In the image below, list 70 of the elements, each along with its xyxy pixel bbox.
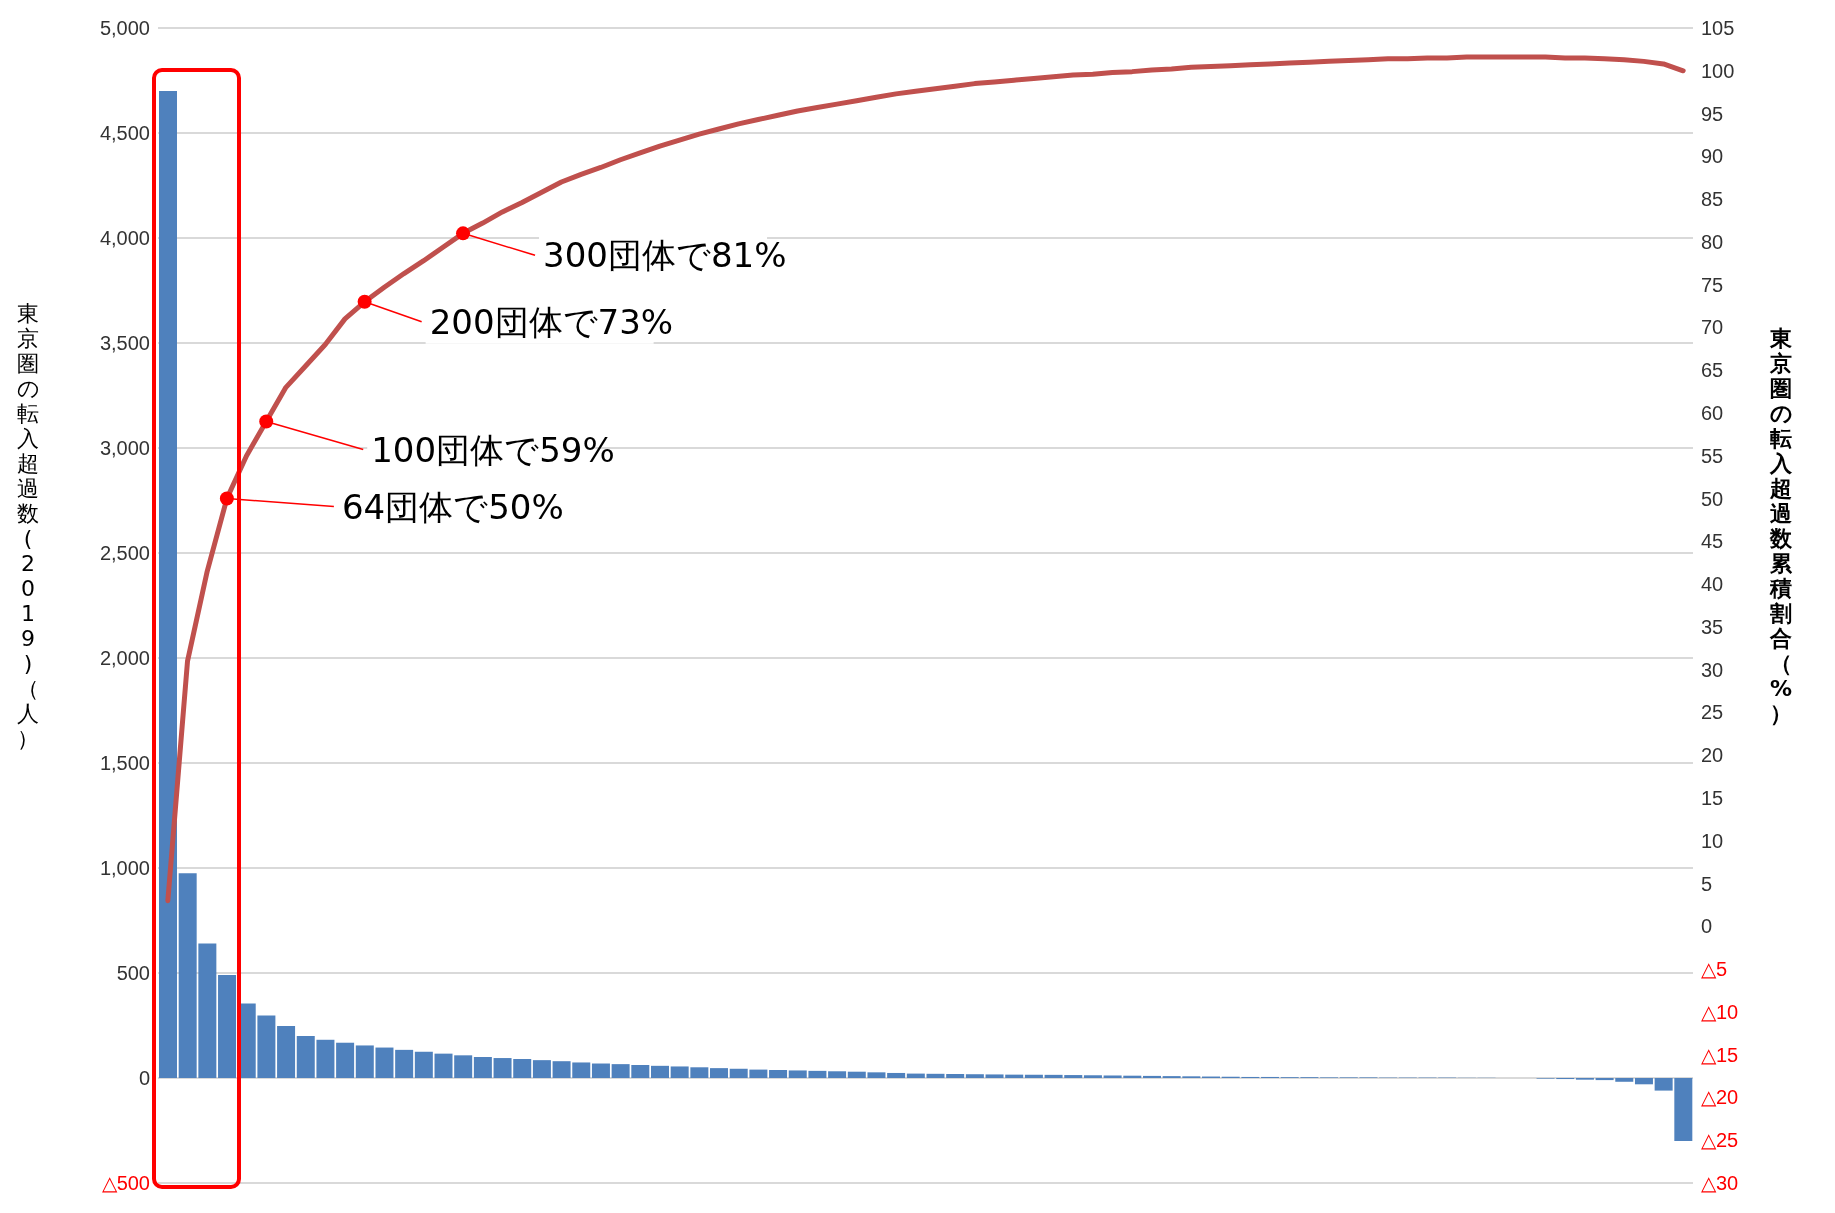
- bar: [906, 1073, 925, 1078]
- text: 東京圏の転入超過数(2019)（人）: [16, 300, 40, 751]
- y-tick-label: △500: [101, 1172, 150, 1194]
- y2-tick-label: 60: [1701, 402, 1724, 424]
- bar: [965, 1074, 984, 1078]
- y2-tick-label: 105: [1701, 17, 1735, 39]
- y-tick-label: 3,500: [99, 332, 150, 354]
- annotation: 100団体で59%: [371, 429, 615, 470]
- y-tick-label: 1,000: [99, 857, 150, 879]
- bar: [1634, 1078, 1653, 1085]
- bar: [277, 1025, 296, 1078]
- y2-tick-label: 50: [1701, 487, 1724, 510]
- annotation: 200団体で73%: [429, 301, 674, 342]
- y2-tick-label: 70: [1701, 316, 1724, 339]
- y2-tick-label: △30: [1701, 1172, 1739, 1194]
- y-tick-label: 0: [138, 1067, 150, 1089]
- y2-tick-label: △20: [1701, 1086, 1739, 1109]
- y2-tick-label: 20: [1701, 744, 1724, 767]
- y2-tick-label: 30: [1701, 658, 1724, 681]
- y2-tick-label: 55: [1701, 444, 1724, 467]
- bar: [473, 1057, 492, 1078]
- y2-tick-label: 80: [1701, 230, 1724, 253]
- y-tick-label: 1,500: [99, 752, 150, 774]
- y-tick-label: 3,000: [99, 437, 150, 459]
- y2-tick-label: 65: [1701, 359, 1724, 382]
- y2-tick-label: 85: [1701, 188, 1724, 211]
- bar: [1024, 1074, 1043, 1078]
- bar: [336, 1042, 355, 1078]
- annotation: 64団体で50%: [341, 486, 564, 527]
- bar: [887, 1072, 906, 1078]
- y2-tick-label: 40: [1701, 573, 1724, 596]
- y2-tick-label: 15: [1701, 787, 1724, 809]
- bar: [650, 1065, 669, 1078]
- y2-tick-label: △5: [1701, 958, 1728, 981]
- y2-tick-label: 5: [1701, 872, 1713, 895]
- y2-tick-label: 0: [1701, 915, 1713, 938]
- bar: [159, 91, 177, 1078]
- y2-tick-label: 45: [1701, 530, 1724, 553]
- y-tick-label: 500: [116, 962, 150, 984]
- point: [357, 294, 372, 309]
- y2-tick-label: △10: [1701, 1000, 1739, 1023]
- bar: [532, 1060, 551, 1078]
- point: [456, 226, 471, 241]
- y-tick-label: 2,500: [99, 542, 150, 564]
- y2-tick-label: 25: [1701, 701, 1724, 724]
- bar: [414, 1051, 433, 1078]
- bar: [1083, 1075, 1102, 1078]
- bar: [710, 1068, 729, 1078]
- bar: [828, 1071, 847, 1078]
- y-tick-label: 4,500: [99, 122, 150, 144]
- y2-tick-label: 10: [1701, 829, 1724, 852]
- bar: [1142, 1075, 1161, 1078]
- y2-tick-label: 95: [1701, 102, 1724, 125]
- y2-tick-label: 100: [1701, 59, 1735, 82]
- y-tick-label: 4,000: [99, 227, 150, 249]
- point: [259, 414, 274, 429]
- bar: [769, 1070, 788, 1078]
- bar: [591, 1063, 610, 1078]
- y-tick-label: 2,000: [99, 647, 150, 669]
- y2-tick-label: 35: [1701, 615, 1724, 638]
- bar: [218, 975, 237, 1078]
- y2-tick-label: 90: [1701, 145, 1724, 168]
- bar: [395, 1049, 414, 1078]
- y2-tick-label: △25: [1701, 1129, 1739, 1152]
- y2-tick-label: △15: [1701, 1043, 1739, 1066]
- annotation: 300団体で81%: [543, 235, 787, 276]
- point: [219, 491, 234, 506]
- text: 東京圏の転入超過数累積割合（%）: [1769, 325, 1793, 726]
- y-tick-label: 5,000: [99, 17, 150, 39]
- y2-tick-label: 75: [1701, 273, 1724, 296]
